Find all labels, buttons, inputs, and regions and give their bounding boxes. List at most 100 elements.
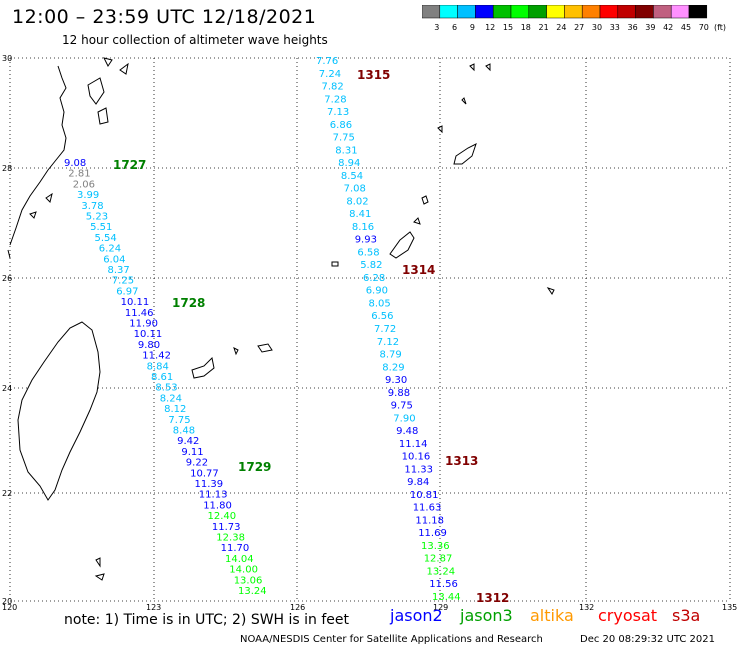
wave-height-value: 6.58: [357, 247, 379, 258]
mainland-coast: [7, 65, 67, 259]
wave-height-value: 8.54: [341, 171, 363, 182]
satellite-label-s3a: s3a: [672, 606, 701, 625]
scale-label: 6: [452, 23, 457, 32]
scale-label: 27: [574, 23, 584, 32]
scale-label: 15: [503, 23, 513, 32]
map-grid: [9, 57, 731, 602]
wave-height-value: 7.13: [327, 107, 349, 118]
wave-height-value: 13.06: [234, 575, 263, 586]
wave-height-value: 7.90: [393, 413, 415, 424]
wave-height-value: 7.24: [319, 69, 341, 80]
wave-height-value: 9.11: [181, 447, 203, 458]
wave-height-value: 2.81: [68, 169, 90, 180]
satellite-label-jason3: jason3: [460, 606, 513, 625]
scale-label: 45: [681, 23, 691, 32]
wave-height-value: 8.94: [338, 158, 360, 169]
coastal-islands: [29, 57, 129, 219]
scale-swatch: [492, 5, 512, 19]
wave-height-value: 2.06: [73, 179, 95, 190]
wave-height-value: 11.42: [142, 351, 171, 362]
wave-height-value: 10.16: [402, 452, 431, 463]
wave-height-value: 7.82: [322, 82, 344, 93]
amami-island: [453, 143, 477, 165]
wave-height-value: 9.42: [177, 436, 199, 447]
wave-height-value: 11.70: [221, 543, 250, 554]
credit-line: NOAA/NESDIS Center for Satellite Applica…: [240, 634, 543, 645]
lat-label-24: 24: [2, 384, 12, 393]
wave-height-value: 7.72: [374, 324, 396, 335]
wave-height-value: 8.16: [352, 222, 374, 233]
wave-height-value: 5.82: [360, 260, 382, 271]
wave-height-value: 14.04: [225, 554, 254, 565]
wave-height-value: 9.08: [64, 158, 86, 169]
miyako-island: [257, 343, 273, 353]
wave-height-value: 8.61: [151, 372, 173, 383]
wave-height-value: 11.63: [413, 503, 442, 514]
wave-height-value: 3.99: [77, 190, 99, 201]
wave-height-value: 7.08: [344, 184, 366, 195]
wave-height-value: 8.31: [335, 145, 357, 156]
wave-height-value: 10.11: [134, 329, 163, 340]
wave-height-value: 6.86: [330, 120, 352, 131]
lon-label-132: 132: [579, 603, 594, 612]
scale-swatch: [457, 5, 476, 19]
wave-height-value: 9.88: [388, 388, 410, 399]
wave-height-value: 8.53: [155, 383, 177, 394]
wave-height-value: 6.24: [99, 244, 121, 255]
wave-height-value: 14.00: [229, 565, 258, 576]
wave-height-value: 11.69: [418, 528, 447, 539]
scale-swatch: [581, 5, 601, 19]
wave-height-value: 11.56: [429, 579, 458, 590]
wave-height-value: 5.23: [86, 212, 108, 223]
wave-height-value: 10.77: [190, 468, 219, 479]
wave-height-value: 13.36: [421, 541, 450, 552]
scale-label: 39: [645, 23, 655, 32]
scale-swatch: [564, 5, 583, 19]
lon-label-126: 126: [290, 603, 305, 612]
wave-height-value: 10.11: [121, 297, 150, 308]
wave-height-value: 5.54: [95, 233, 117, 244]
wave-height-value: 8.29: [382, 362, 404, 373]
satellite-label-altika: altika: [530, 606, 574, 625]
wave-height-value: 11.90: [129, 319, 158, 330]
wave-height-value: 8.02: [346, 196, 368, 207]
wave-height-value: 6.56: [371, 311, 393, 322]
wave-height-value: 7.28: [324, 94, 346, 105]
scale-label: 3: [434, 23, 439, 32]
color-scale-legend: 3 6 9 12 15 18 21 24 27 30 33 36 39 42 45 70 (ft): [422, 5, 726, 32]
wave-height-value: 12.40: [208, 511, 237, 522]
footnote: note: 1) Time is in UTC; 2) SWH is in fe…: [64, 612, 350, 628]
scale-label: 21: [539, 23, 549, 32]
page-title: 12:00 – 23:59 UTC 12/18/2021: [12, 6, 317, 28]
scale-label: 24: [556, 23, 566, 32]
wave-height-value: 9.48: [396, 426, 418, 437]
wave-height-value: 9.75: [391, 401, 413, 412]
wave-height-value: 7.25: [112, 276, 134, 287]
wave-height-value: 11.13: [199, 490, 228, 501]
small-islands: [94, 63, 555, 581]
scale-swatch: [599, 5, 619, 19]
wave-height-value: 8.79: [380, 350, 402, 361]
wave-height-value: 9.93: [355, 235, 377, 246]
wave-height-value: 8.41: [349, 209, 371, 220]
wave-height-value: 6.97: [116, 286, 138, 297]
scale-label: 9: [470, 23, 475, 32]
pass-labels: 1727 1728 1729 1315 1314 1313 1312: [113, 68, 509, 605]
wave-height-value: 9.30: [385, 375, 407, 386]
scale-label: 70: [699, 23, 709, 32]
wave-height-value: 11.18: [415, 515, 444, 526]
wave-height-value: 6.04: [103, 254, 125, 265]
wave-height-value: 6.90: [366, 286, 388, 297]
wave-height-value: 8.05: [369, 299, 391, 310]
wave-height-value: 9.22: [186, 458, 208, 469]
taiwan-island: [17, 321, 101, 501]
wave-height-value: 7.75: [333, 133, 355, 144]
lon-label-120: 120: [2, 603, 17, 612]
okinawa-island: [389, 231, 415, 259]
scale-label: 36: [628, 23, 638, 32]
wave-height-value: 8.48: [173, 426, 195, 437]
scale-swatch: [422, 5, 441, 19]
page-subtitle: 12 hour collection of altimeter wave hei…: [62, 33, 328, 47]
wave-height-value: 5.51: [90, 222, 112, 233]
